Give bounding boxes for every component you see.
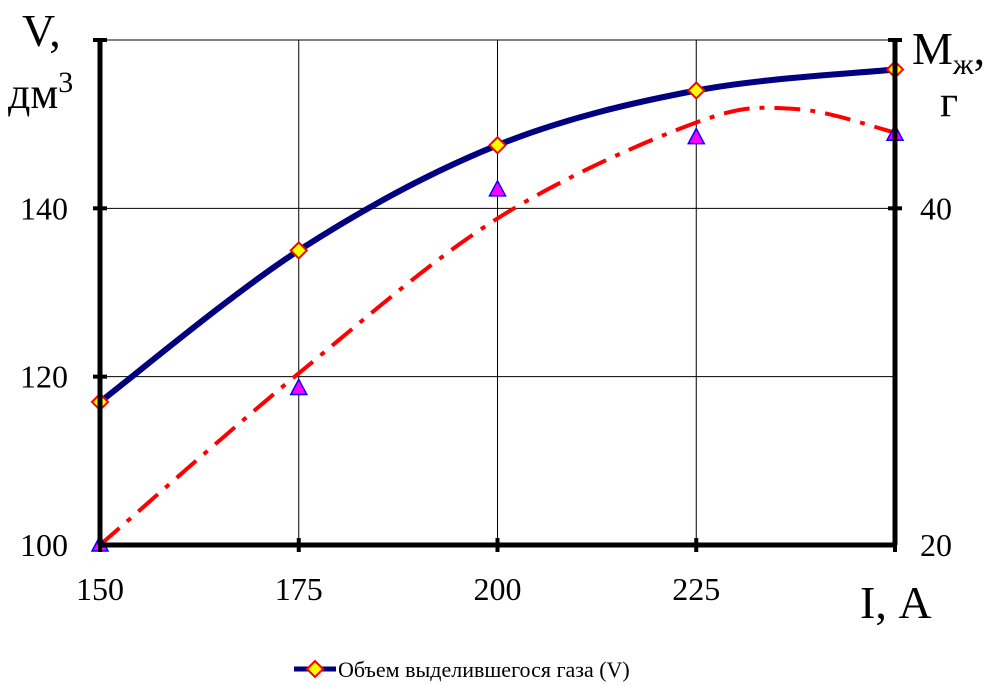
x-tick-label: 175	[275, 571, 323, 607]
axes	[93, 38, 902, 552]
legend-marker	[305, 659, 325, 679]
y2-axis-label-line2: г	[940, 77, 958, 126]
series-2-marker	[289, 377, 308, 396]
y-axis-label-line2: дм3	[8, 66, 73, 118]
y-tick-label: 100	[20, 527, 68, 563]
y-axis-label-sup: 3	[58, 66, 73, 99]
y2-axis-label-comma: ,	[974, 23, 986, 74]
x-axis-label: I, А	[860, 577, 932, 628]
grid	[100, 39, 895, 545]
y-axis-label-line1: V,	[22, 5, 61, 56]
series-1-marker	[686, 81, 706, 100]
y2-axis-label-line1: Mж,	[912, 23, 985, 81]
series-layer	[90, 60, 905, 552]
y2-axis-label-sub: ж	[952, 48, 974, 81]
series-2-marker	[488, 179, 507, 197]
y-tick-label: 140	[20, 190, 68, 226]
y-tick-label: 120	[20, 359, 68, 395]
series-1-marker	[289, 241, 309, 260]
x-tick-label: 150	[76, 571, 124, 607]
series-1-marker	[488, 135, 507, 155]
y2-tick-label: 40	[920, 190, 952, 226]
legend: Объем выделившегося газа (V)	[294, 657, 630, 682]
tick-labels: 150 175 200 225 100 120 140 20 40	[20, 190, 952, 607]
y2-tick-label: 20	[920, 527, 952, 563]
series-2-marker	[687, 127, 706, 145]
legend-label: Объем выделившегося газа (V)	[338, 657, 630, 682]
x-tick-label: 225	[672, 571, 720, 607]
x-tick-label: 200	[474, 571, 522, 607]
y-axis-label-unit: дм	[8, 69, 58, 118]
y2-axis-label-base: M	[912, 23, 953, 74]
series-2-trend-line	[98, 105, 896, 547]
